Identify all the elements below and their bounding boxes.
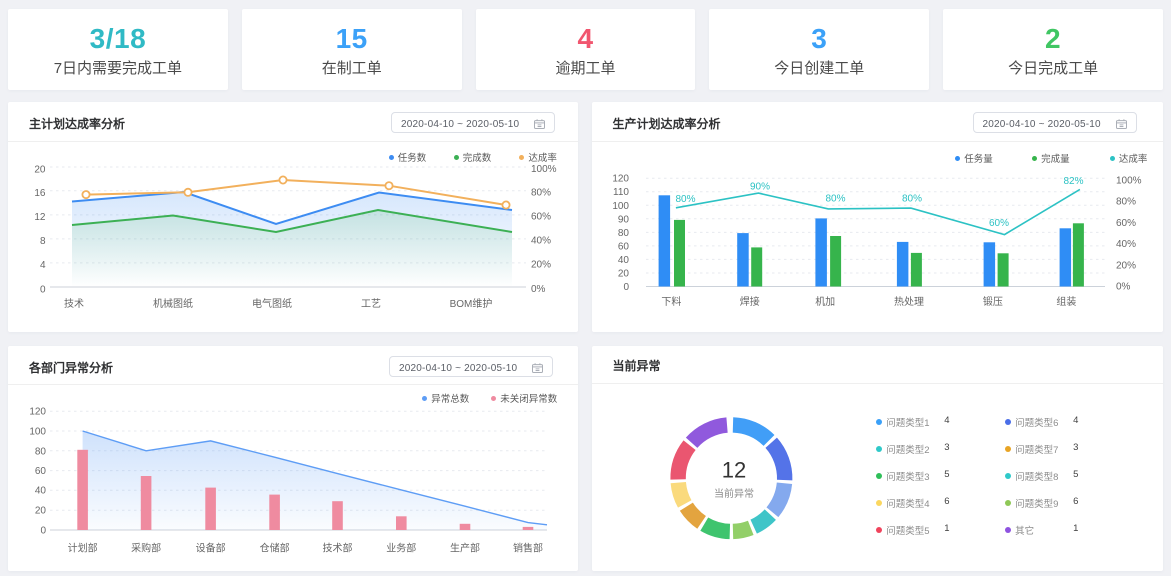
svg-text:80%: 80% (901, 194, 921, 205)
svg-text:热处理: 热处理 (894, 295, 924, 308)
svg-text:40%: 40% (531, 236, 551, 247)
svg-text:0: 0 (40, 284, 46, 295)
svg-text:100%: 100% (531, 164, 557, 175)
svg-text:40: 40 (35, 486, 47, 497)
svg-text:16: 16 (34, 188, 46, 199)
svg-text:20: 20 (617, 269, 629, 280)
svg-text:生产部: 生产部 (450, 542, 480, 555)
svg-text:技术部: 技术部 (323, 542, 353, 555)
svg-text:90: 90 (617, 214, 629, 225)
svg-text:60: 60 (617, 241, 629, 252)
svg-text:仓储部: 仓储部 (260, 542, 290, 555)
svg-text:120: 120 (612, 174, 629, 185)
svg-text:80%: 80% (825, 194, 845, 205)
svg-text:12: 12 (721, 457, 745, 482)
svg-text:100%: 100% (1116, 176, 1142, 187)
svg-text:80: 80 (617, 228, 629, 239)
svg-text:12: 12 (34, 212, 46, 223)
svg-text:60%: 60% (988, 218, 1008, 229)
svg-text:8: 8 (40, 236, 46, 247)
svg-text:80%: 80% (531, 188, 551, 199)
svg-text:110: 110 (613, 187, 629, 198)
svg-text:0%: 0% (531, 284, 546, 295)
svg-text:20: 20 (34, 164, 46, 175)
svg-text:40%: 40% (1116, 239, 1136, 250)
svg-text:技术: 技术 (64, 297, 84, 310)
svg-text:60: 60 (35, 466, 47, 477)
svg-text:4: 4 (40, 260, 46, 271)
svg-text:业务部: 业务部 (386, 542, 416, 555)
svg-text:80%: 80% (675, 194, 695, 205)
svg-text:电气图纸: 电气图纸 (252, 297, 292, 310)
svg-text:锻压: 锻压 (982, 295, 1002, 308)
svg-text:组装: 组装 (1056, 295, 1076, 308)
svg-text:20: 20 (35, 506, 47, 517)
svg-text:下料: 下料 (661, 295, 681, 308)
svg-text:采购部: 采购部 (131, 542, 161, 555)
svg-text:82%: 82% (1063, 176, 1083, 187)
svg-text:20%: 20% (1116, 260, 1136, 271)
svg-text:80: 80 (35, 446, 47, 457)
svg-text:0%: 0% (1116, 282, 1131, 293)
svg-text:100: 100 (29, 427, 46, 438)
svg-text:60%: 60% (1116, 218, 1136, 229)
svg-text:40: 40 (617, 255, 629, 266)
svg-text:销售部: 销售部 (513, 542, 543, 555)
svg-text:机加: 机加 (815, 295, 835, 308)
svg-text:60%: 60% (531, 212, 551, 223)
svg-text:BOM维护: BOM维护 (450, 297, 493, 310)
svg-text:0: 0 (623, 282, 629, 293)
svg-text:焊接: 焊接 (739, 295, 759, 308)
svg-text:120: 120 (29, 407, 46, 418)
svg-text:设备部: 设备部 (196, 542, 226, 555)
svg-text:90%: 90% (749, 182, 769, 193)
svg-text:计划部: 计划部 (68, 542, 98, 555)
svg-text:20%: 20% (531, 260, 551, 271)
svg-text:80%: 80% (1116, 197, 1136, 208)
svg-text:当前异常: 当前异常 (714, 487, 754, 500)
svg-text:工艺: 工艺 (361, 298, 381, 310)
svg-text:0: 0 (40, 526, 46, 537)
svg-text:100: 100 (612, 201, 629, 212)
svg-text:机械图纸: 机械图纸 (153, 297, 193, 310)
